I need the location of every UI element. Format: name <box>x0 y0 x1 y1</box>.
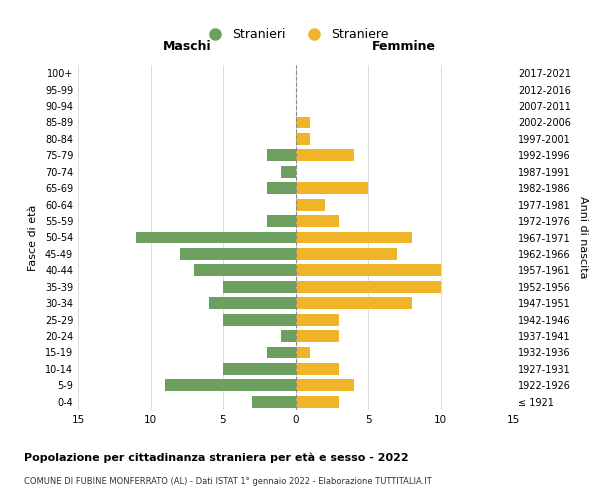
Bar <box>296 346 310 358</box>
Bar <box>296 298 412 309</box>
Bar <box>266 150 296 162</box>
Bar <box>296 182 368 194</box>
Text: COMUNE DI FUBINE MONFERRATO (AL) - Dati ISTAT 1° gennaio 2022 - Elaborazione TUT: COMUNE DI FUBINE MONFERRATO (AL) - Dati … <box>24 478 432 486</box>
Bar <box>296 198 325 210</box>
Y-axis label: Fasce di età: Fasce di età <box>28 204 38 270</box>
Text: Popolazione per cittadinanza straniera per età e sesso - 2022: Popolazione per cittadinanza straniera p… <box>24 452 409 463</box>
Legend: Stranieri, Straniere: Stranieri, Straniere <box>197 23 394 46</box>
Bar <box>281 330 296 342</box>
Bar <box>296 232 412 243</box>
Bar <box>266 182 296 194</box>
Bar <box>296 264 440 276</box>
Bar <box>296 133 310 145</box>
Bar <box>296 363 339 375</box>
Bar <box>296 215 339 227</box>
Text: Femmine: Femmine <box>372 40 436 54</box>
Bar <box>136 232 296 243</box>
Text: Maschi: Maschi <box>163 40 211 54</box>
Bar <box>223 363 296 375</box>
Bar <box>252 396 296 407</box>
Bar <box>223 314 296 326</box>
Bar <box>296 396 339 407</box>
Bar <box>165 380 296 392</box>
Bar <box>296 281 440 292</box>
Bar <box>296 314 339 326</box>
Bar <box>223 281 296 292</box>
Bar <box>281 166 296 177</box>
Bar <box>296 380 353 392</box>
Bar <box>266 346 296 358</box>
Y-axis label: Anni di nascita: Anni di nascita <box>578 196 588 279</box>
Bar <box>179 248 296 260</box>
Bar <box>194 264 296 276</box>
Bar <box>296 248 397 260</box>
Bar <box>296 330 339 342</box>
Bar <box>266 215 296 227</box>
Bar <box>296 116 310 128</box>
Bar <box>296 150 353 162</box>
Bar <box>209 298 296 309</box>
